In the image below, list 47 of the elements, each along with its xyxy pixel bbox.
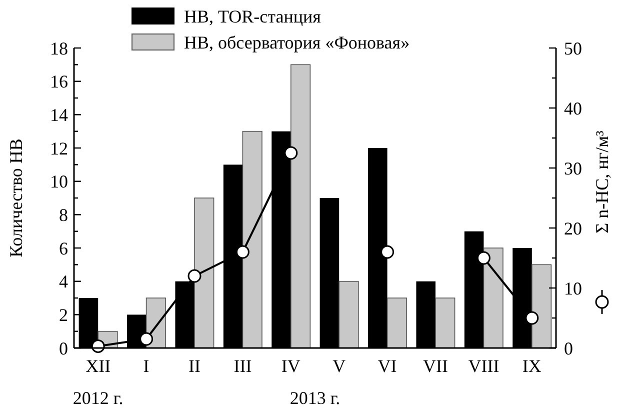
bar <box>483 248 504 348</box>
point <box>380 245 394 259</box>
x-tick-label: VII <box>423 356 448 376</box>
y2-tick-label: 40 <box>564 98 582 118</box>
point <box>284 146 298 160</box>
y-tick-label: 4 <box>59 272 68 292</box>
y2-tick-label: 10 <box>564 278 582 298</box>
bar <box>194 198 214 348</box>
bar <box>338 280 359 348</box>
bar <box>532 264 552 348</box>
legend-label: НВ, TOR-станция <box>184 6 321 26</box>
x-tick-label: VIII <box>468 356 500 376</box>
bar <box>242 130 262 348</box>
y2-axis-title: Σ n-HC, нг/м³ <box>592 130 612 234</box>
y-tick-label: 8 <box>59 204 68 225</box>
bar <box>435 298 456 348</box>
y-tick-label: 14 <box>50 104 68 125</box>
y-tick-label: 0 <box>59 338 68 358</box>
x-tick-label: II <box>188 356 200 376</box>
y2-tick-label: 0 <box>564 338 573 358</box>
bar <box>386 298 407 348</box>
y-axis-title: Количество НВ <box>6 138 26 258</box>
y-tick-label: 6 <box>59 238 68 258</box>
text: 2012 г. <box>72 388 124 408</box>
x-tick-label: I <box>143 356 150 376</box>
y-tick-label: 2 <box>59 304 68 325</box>
point <box>236 245 250 259</box>
x-tick-label: III <box>234 356 252 376</box>
y-tick-label: 12 <box>50 138 68 158</box>
x-tick-label: IV <box>281 356 300 376</box>
x-tick-label: IX <box>522 356 542 376</box>
legend-label: НВ, обсерватория «Фоновая» <box>184 32 410 52</box>
x-tick-label: XII <box>86 356 111 376</box>
point <box>140 332 154 346</box>
point <box>476 251 490 265</box>
y-tick-label: 18 <box>50 38 68 58</box>
text: 2013 г. <box>290 388 340 408</box>
point <box>188 269 202 283</box>
point <box>525 311 539 325</box>
y-tick-label: 16 <box>50 72 68 92</box>
y-tick-label: 10 <box>50 172 68 192</box>
y2-tick-label: 20 <box>564 218 582 238</box>
x-tick-label: VI <box>378 356 397 376</box>
y2-tick-label: 50 <box>564 38 582 58</box>
x-tick-label: V <box>332 356 346 376</box>
bar <box>290 64 311 348</box>
y2-tick-label: 30 <box>564 158 582 178</box>
